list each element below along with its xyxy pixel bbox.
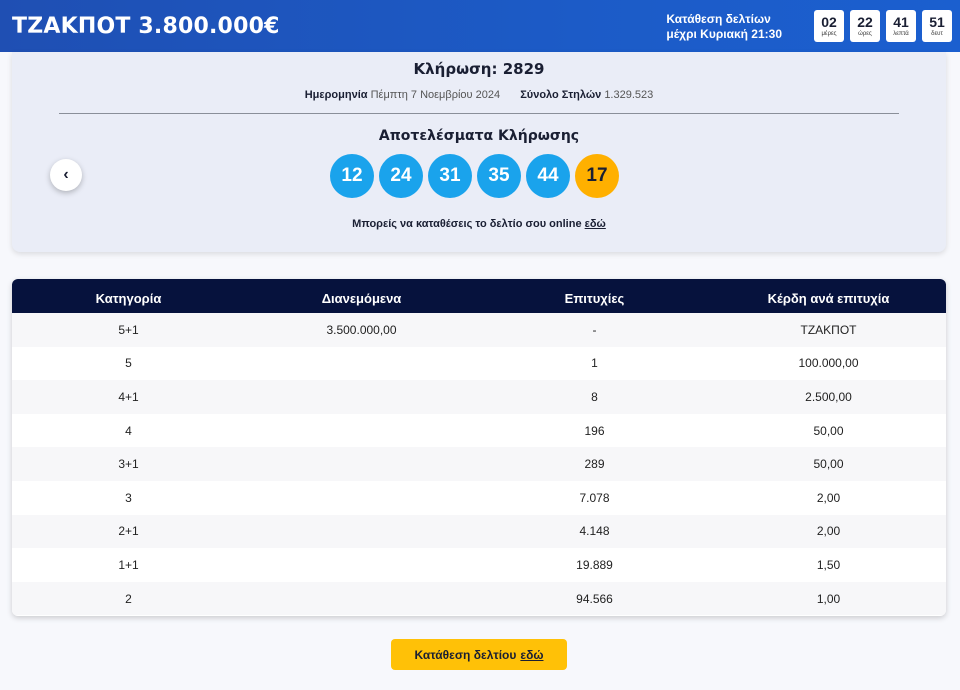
table-cell: 5 [125,356,132,371]
number-ball: 12 [330,154,374,198]
draw-results-card: Κλήρωση: 2829 Ημερομηνία Πέμπτη 7 Νοεμβρ… [12,52,946,252]
number-ball: 35 [477,154,521,198]
table-cell: 2+1 [118,524,139,539]
table-row: 2+1 4.148 2,00 [12,514,946,549]
table-cell: 19.889 [576,557,613,572]
table-row: 5+1 3.500.000,00 - ΤΖΑΚΠΟΤ [12,313,946,347]
table-cell: 5+1 [118,322,139,337]
number-ball: 44 [526,154,570,198]
countdown-unit: μέρες [821,30,837,37]
table-row: 3 7.078 2,00 [12,480,946,515]
column-header: Κατηγορία [95,290,162,306]
prize-table: Κατηγορία Διανεμόμενα Επιτυχίες Κέρδη αν… [12,279,946,616]
winning-numbers: 12 24 31 35 44 17 [330,154,619,198]
table-cell: 2.500,00 [805,389,852,404]
column-header: Επιτυχίες [564,290,625,306]
table-cell: 4+1 [118,389,139,404]
table-cell: 1,50 [816,557,841,572]
number-ball: 31 [428,154,472,198]
table-cell: 1+1 [118,557,139,572]
table-cell: 7.078 [579,490,610,505]
online-note-text: Μπορείς να καταθέσεις το δελτίο σου onli… [352,218,582,230]
table-cell: 4.148 [579,524,610,539]
table-cell: 8 [591,389,598,404]
table-cell [245,380,478,414]
table-cell: 50,00 [813,423,844,438]
date-value: Πέμπτη 7 Νοεμβρίου 2024 [370,89,501,101]
table-cell: 3.500.000,00 [326,322,397,337]
table-cell [245,515,478,549]
table-row: 4 196 50,00 [12,413,946,448]
table-cell: 100.000,00 [798,356,859,371]
table-cell [245,447,478,481]
submit-ticket-link[interactable]: εδώ [520,647,544,662]
column-header: Διανεμόμενα [321,290,402,306]
table-cell [245,548,478,582]
jackpot-title: ΤΖΑΚΠΟΤ 3.800.000€ [12,13,280,39]
online-submit-note: Μπορείς να καταθέσεις το δελτίο σου onli… [12,218,946,230]
deadline-line-2: μέχρι Κυριακή 21:30 [666,27,782,41]
countdown-unit: λεπτά [893,30,909,37]
countdown-seconds: 51 δευτ [922,10,952,42]
bonus-number-ball: 17 [575,154,619,198]
table-cell: 94.566 [576,591,613,606]
table-cell: 196 [584,423,605,438]
chevron-left-icon: ‹ [63,166,69,183]
table-cell [245,347,478,381]
deadline-line-1: Κατάθεση δελτίων [666,12,771,26]
table-cell: 3 [125,490,132,505]
countdown-hours: 22 ώρες [850,10,880,42]
countdown-days: 02 μέρες [814,10,844,42]
date-label: Ημερομηνία [304,89,368,101]
countdown-timer: 02 μέρες 22 ώρες 41 λεπτά 51 δευτ [814,10,952,42]
table-row: 5 1 100.000,00 [12,346,946,381]
table-cell: 50,00 [813,457,844,472]
table-cell: 4 [125,423,132,438]
table-cell: - [592,322,597,337]
previous-draw-button[interactable]: ‹ [50,159,82,191]
table-cell: 1,00 [816,591,841,606]
number-ball: 24 [379,154,423,198]
table-row: 3+1 289 50,00 [12,447,946,481]
jackpot-header: ΤΖΑΚΠΟΤ 3.800.000€ Κατάθεση δελτίων μέχρ… [0,0,960,52]
table-cell: 1 [591,356,598,371]
table-row: 4+1 8 2.500,00 [12,380,946,414]
table-cell: 289 [584,457,605,472]
countdown-value: 41 [893,13,909,30]
countdown-value: 02 [821,13,837,30]
submit-ticket-button[interactable]: Κατάθεση δελτίου εδώ [391,639,567,670]
countdown-minutes: 41 λεπτά [886,10,916,42]
countdown-value: 22 [857,13,873,30]
table-header-row: Κατηγορία Διανεμόμενα Επιτυχίες Κέρδη αν… [12,279,946,313]
results-heading: Αποτελέσματα Κλήρωσης [378,128,580,144]
online-submit-link[interactable]: εδώ [584,218,606,230]
table-cell [245,582,478,616]
table-row: 1+1 19.889 1,50 [12,548,946,582]
countdown-unit: ώρες [858,30,872,37]
table-cell: 3+1 [118,457,139,472]
table-cell: ΤΖΑΚΠΟΤ [800,322,857,337]
table-cell: 2,00 [816,524,841,539]
draw-title: Κλήρωση: 2829 [413,60,545,78]
table-row: 2 94.566 1,00 [12,581,946,616]
table-cell [245,481,478,515]
submit-ticket-label: Κατάθεση δελτίου [414,647,517,662]
draw-meta: Ημερομηνία Πέμπτη 7 Νοεμβρίου 2024 Σύνολ… [12,89,946,101]
table-cell [245,414,478,448]
columns-value: 1.329.523 [604,89,654,101]
table-cell: 2 [125,591,132,606]
deadline-text: Κατάθεση δελτίων μέχρι Κυριακή 21:30 [666,12,782,42]
columns-label: Σύνολο Στηλών [520,89,602,101]
countdown-unit: δευτ [931,30,943,37]
countdown-value: 51 [929,13,945,30]
divider [59,113,899,114]
table-cell: 2,00 [816,490,841,505]
column-header: Κέρδη ανά επιτυχία [767,290,890,306]
